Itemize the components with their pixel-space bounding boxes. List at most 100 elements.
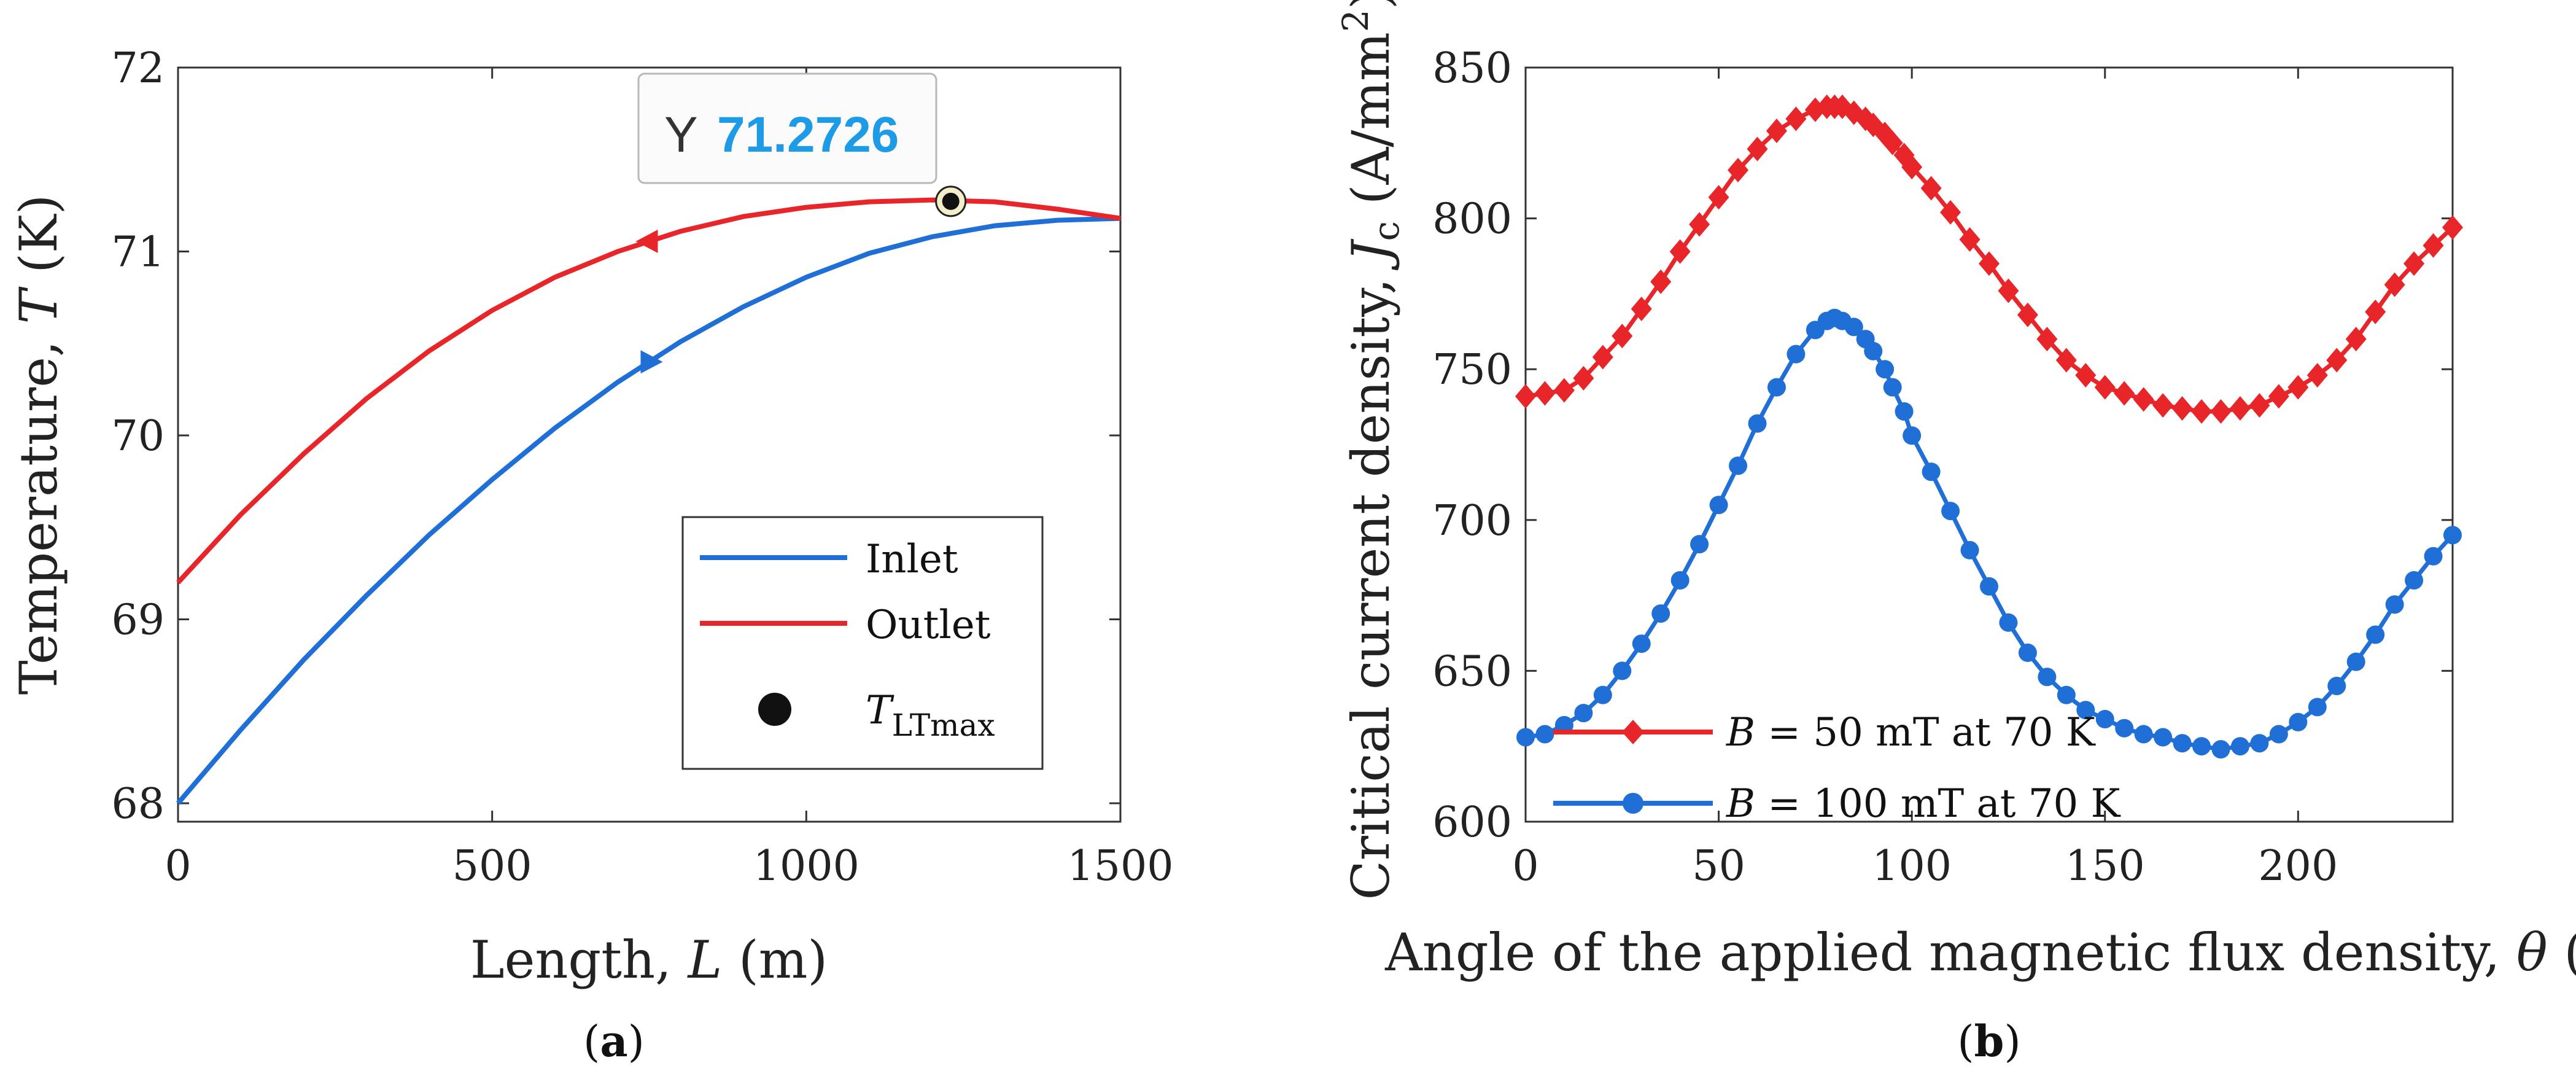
y-tick-label: 800 (1432, 195, 1512, 244)
data-point-100mt (2154, 728, 2173, 747)
legend-marker-50mt (1622, 720, 1644, 744)
data-point-100mt (1535, 725, 1554, 744)
data-point-100mt (2230, 737, 2249, 756)
data-point-50mt (2171, 396, 2193, 421)
data-point-100mt (1941, 502, 1960, 521)
data-point-100mt (2115, 719, 2134, 738)
data-point-100mt (2366, 625, 2385, 644)
data-point-100mt (2057, 685, 2076, 704)
data-point-50mt (1534, 381, 1556, 406)
y-tick-label: 72 (111, 44, 165, 93)
data-point-50mt (2075, 363, 2097, 388)
legend-label-tltmax: TLTmax (866, 688, 995, 743)
datatip[interactable]: Y 71.2726 (637, 72, 937, 184)
data-point-50mt (2017, 302, 2038, 327)
data-point-50mt (2133, 387, 2154, 412)
data-point-100mt (1844, 317, 1863, 337)
data-point-50mt (2191, 399, 2213, 424)
data-point-100mt (2250, 734, 2269, 753)
data-point-100mt (1999, 613, 2018, 632)
y-tick-label: 750 (1432, 346, 1512, 394)
data-point-100mt (2269, 725, 2288, 744)
datatip-label: Y (664, 107, 698, 163)
x-tick-label: 0 (165, 842, 191, 890)
data-point-100mt (2211, 740, 2230, 759)
data-point-50mt (2268, 384, 2289, 409)
data-point-50mt (2423, 233, 2444, 258)
data-point-100mt (1748, 414, 1767, 433)
data-point-50mt (1882, 130, 1903, 155)
y-tick-label: 68 (111, 780, 165, 828)
x-tick-label: 1000 (753, 842, 859, 890)
y-tick-label: 700 (1432, 497, 1512, 545)
data-point-100mt (2134, 725, 2153, 744)
data-point-100mt (1960, 540, 1979, 559)
y-tick-label: 70 (111, 412, 165, 461)
tltmax-marker[interactable] (942, 192, 960, 210)
data-point-50mt (1592, 345, 1613, 370)
data-point-100mt (1980, 577, 1998, 596)
data-point-50mt (1650, 269, 1672, 294)
legend-marker-100mt (1623, 793, 1643, 814)
data-point-50mt (1785, 106, 1807, 131)
plot-area-b (1524, 66, 2454, 823)
data-point-100mt (1632, 634, 1651, 653)
panel-b: 0 50 100 150 200 600 650 700 750 800 850 B = 50 m… (1335, 0, 2576, 1067)
data-point-100mt (2095, 709, 2114, 728)
datatip-value: 71.2726 (717, 107, 899, 163)
data-point-100mt (1883, 378, 1902, 397)
data-point-50mt (2249, 393, 2270, 418)
data-point-100mt (1767, 378, 1786, 397)
x-tick-label: 200 (2258, 842, 2338, 890)
data-point-50mt (2114, 381, 2135, 406)
data-point-100mt (2289, 712, 2308, 731)
data-point-100mt (1670, 571, 1690, 590)
data-point-50mt (2403, 251, 2425, 276)
data-point-100mt (2076, 701, 2095, 720)
y-tick-label: 600 (1432, 798, 1512, 847)
legend-label-outlet: Outlet (866, 602, 991, 648)
caption-b: (b) (1957, 1016, 2021, 1067)
data-point-50mt (2287, 375, 2309, 400)
data-point-100mt (2038, 668, 2057, 687)
data-point-100mt (2405, 571, 2424, 590)
y-tick-label: 71 (111, 228, 165, 277)
data-point-100mt (1903, 426, 1922, 445)
data-point-100mt (1593, 685, 1612, 704)
data-point-50mt (2345, 327, 2367, 352)
legend-label-inlet: Inlet (866, 537, 958, 582)
y-axis-label-a: Temperature, T (K) (9, 195, 69, 695)
y-tick-label: 650 (1432, 647, 1512, 696)
data-point-100mt (2385, 595, 2404, 614)
data-point-50mt (1553, 378, 1575, 403)
y-tick-label: 850 (1432, 44, 1512, 93)
data-point-50mt (2036, 327, 2058, 352)
data-point-50mt (1631, 296, 1652, 321)
data-point-100mt (1709, 496, 1728, 515)
data-point-100mt (1651, 604, 1670, 623)
data-point-100mt (2018, 643, 2037, 662)
data-point-100mt (2443, 526, 2462, 545)
marker-group-a (935, 185, 967, 217)
data-point-50mt (2442, 215, 2463, 240)
data-point-50mt (1901, 155, 1923, 180)
data-point-50mt (2210, 399, 2232, 424)
data-point-50mt (2229, 396, 2251, 421)
data-point-50mt (1689, 212, 1710, 237)
data-point-50mt (2094, 375, 2116, 400)
data-point-100mt (2173, 734, 2192, 753)
data-point-50mt (1669, 239, 1691, 264)
data-point-50mt (1515, 384, 1536, 409)
data-point-100mt (1516, 728, 1535, 747)
y-axis-label-b: Critical current density, Jc (A/mm2) (1335, 0, 1407, 900)
x-tick-label: 500 (452, 842, 532, 890)
data-point-100mt (1864, 341, 1883, 360)
x-tick-label: 50 (1692, 842, 1745, 890)
x-axis-label-b: Angle of the applied magnetic flux densi… (1384, 922, 2576, 983)
data-point-100mt (1690, 535, 1709, 554)
x-axis-label-a: Length, L (m) (470, 930, 828, 990)
data-point-50mt (1728, 158, 1749, 183)
legend-label-50mt: B = 50 mT at 70 K (1726, 710, 2096, 755)
legend-a: Inlet Outlet TLTmax (681, 516, 1044, 770)
data-point-50mt (1920, 176, 1942, 201)
